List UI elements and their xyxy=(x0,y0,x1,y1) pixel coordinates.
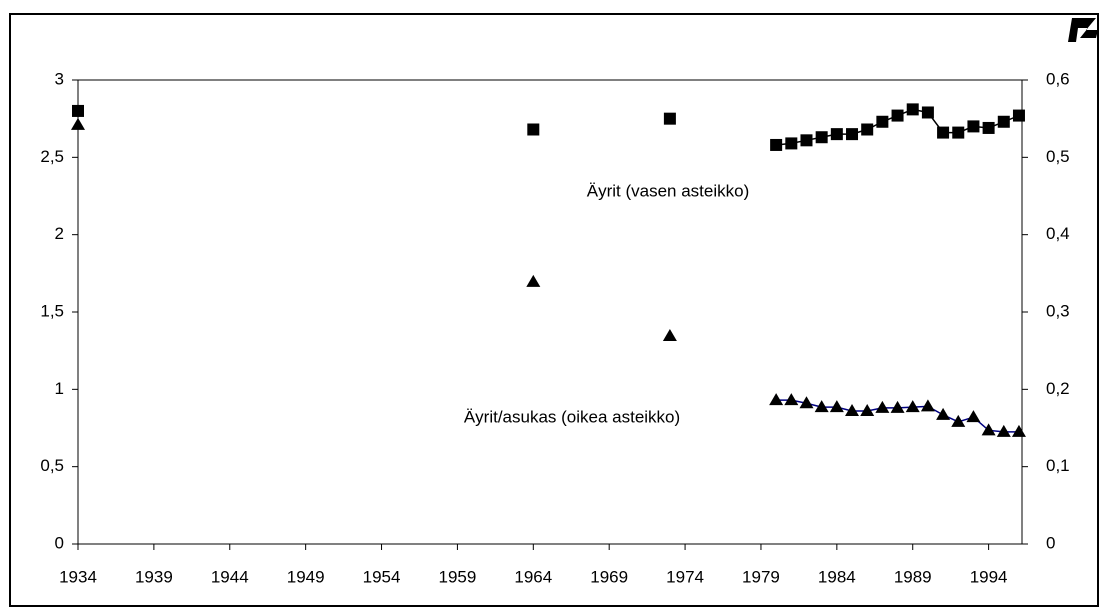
x-tick-label: 1979 xyxy=(742,567,780,586)
x-tick-label: 1944 xyxy=(211,567,249,586)
square-marker xyxy=(663,112,676,125)
square-marker xyxy=(967,120,980,133)
triangle-marker xyxy=(981,423,996,436)
triangle-marker xyxy=(860,403,875,416)
triangle-marker xyxy=(936,407,951,420)
triangle-marker xyxy=(814,400,829,413)
annotation: Äyrit (vasen asteikko) xyxy=(587,181,750,200)
triangle-marker xyxy=(526,274,541,287)
triangle-marker xyxy=(845,403,860,416)
triangle-marker xyxy=(996,424,1011,437)
square-marker xyxy=(785,137,798,150)
x-tick-label: 1989 xyxy=(894,567,932,586)
square-marker xyxy=(952,126,965,139)
y2-tick-label: 0,5 xyxy=(1046,147,1070,166)
x-tick-label: 1959 xyxy=(439,567,477,586)
y-tick-label: 2,5 xyxy=(40,147,64,166)
triangle-marker xyxy=(829,400,844,413)
square-marker xyxy=(997,115,1010,128)
y2-tick-label: 0,6 xyxy=(1046,69,1070,88)
triangle-marker xyxy=(905,400,920,413)
x-tick-label: 1969 xyxy=(590,567,628,586)
triangle-marker xyxy=(769,393,784,406)
square-marker xyxy=(527,123,540,136)
x-tick-label: 1939 xyxy=(135,567,173,586)
square-marker xyxy=(876,115,889,128)
square-marker xyxy=(1012,109,1025,122)
triangle-marker xyxy=(966,410,981,423)
x-tick-label: 1964 xyxy=(514,567,552,586)
triangle-marker xyxy=(662,328,677,341)
y2-tick-label: 0,4 xyxy=(1046,224,1070,243)
square-marker xyxy=(770,138,783,151)
triangle-marker xyxy=(875,400,890,413)
square-marker xyxy=(861,123,874,136)
y-tick-label: 0 xyxy=(55,533,64,552)
y-tick-label: 3 xyxy=(55,69,64,88)
frame xyxy=(9,13,1099,607)
square-marker xyxy=(72,104,84,117)
x-tick-label: 1994 xyxy=(970,567,1008,586)
square-marker xyxy=(830,128,843,141)
triangle-marker xyxy=(951,414,966,427)
triangle-marker xyxy=(920,399,935,412)
y-tick-label: 2 xyxy=(55,224,64,243)
triangle-marker xyxy=(1011,424,1026,437)
plot-area xyxy=(77,79,1023,545)
y2-tick-label: 0,1 xyxy=(1046,456,1070,475)
square-marker xyxy=(982,121,995,134)
x-tick-label: 1949 xyxy=(287,567,325,586)
square-marker xyxy=(937,126,950,139)
triangle-marker xyxy=(784,393,799,406)
y2-tick-label: 0 xyxy=(1046,533,1055,552)
x-tick-label: 1954 xyxy=(363,567,401,586)
square-marker xyxy=(846,128,859,141)
logo xyxy=(1068,18,1098,42)
y-tick-label: 1,5 xyxy=(40,301,64,320)
y-tick-label: 0,5 xyxy=(40,456,64,475)
y-tick-label: 1 xyxy=(55,379,64,398)
triangle-marker xyxy=(890,400,905,413)
x-tick-label: 1934 xyxy=(59,567,97,586)
square-marker xyxy=(800,134,813,147)
y2-tick-label: 0,2 xyxy=(1046,379,1070,398)
square-marker xyxy=(815,131,828,144)
triangle-marker xyxy=(799,396,814,409)
square-marker xyxy=(906,103,919,116)
y2-tick-label: 0,3 xyxy=(1046,301,1070,320)
triangle-marker xyxy=(71,117,85,130)
annotation: Äyrit/asukas (oikea asteikko) xyxy=(464,407,680,426)
square-marker xyxy=(891,109,904,122)
x-tick-label: 1984 xyxy=(818,567,856,586)
x-tick-label: 1974 xyxy=(666,567,704,586)
square-marker xyxy=(921,106,934,119)
